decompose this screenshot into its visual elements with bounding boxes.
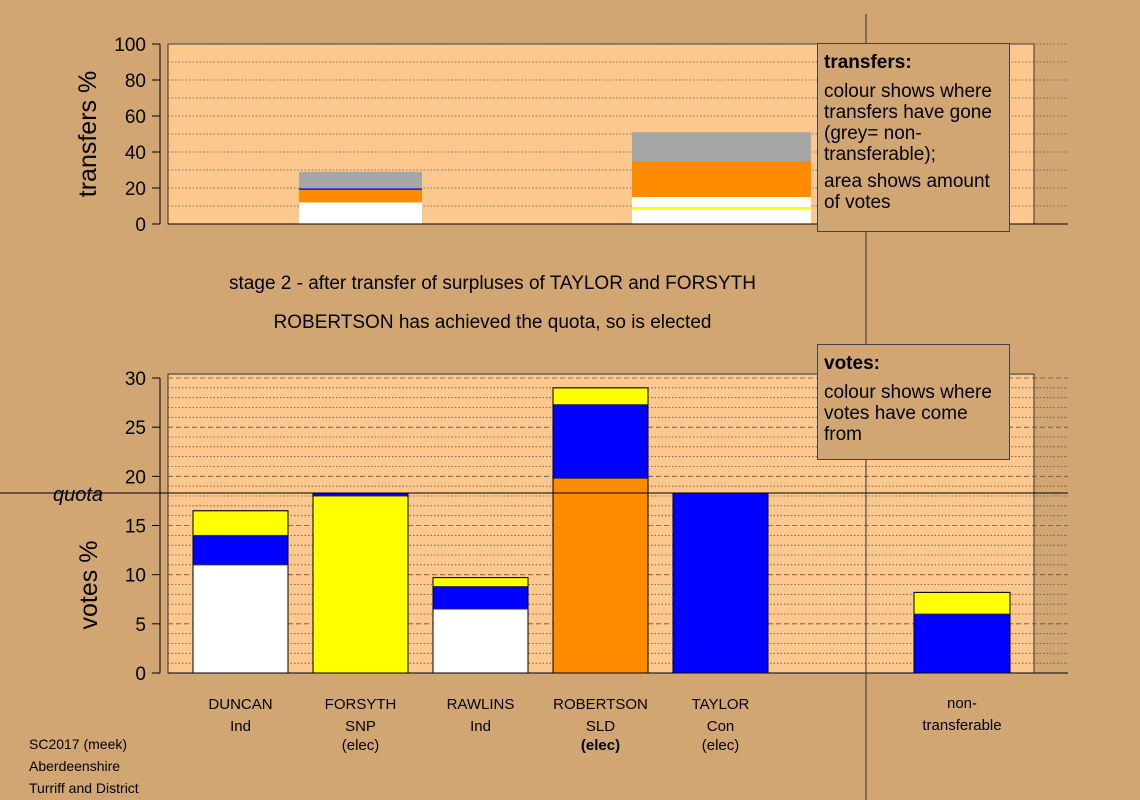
candidate-party-label: SLD	[586, 718, 615, 735]
candidate-party-label: Ind	[470, 718, 491, 735]
transfers-bar-segment	[632, 197, 811, 207]
votes-y-tick-label: 20	[125, 467, 146, 488]
non-transferable-bar-segment	[913, 591, 1011, 615]
votes-bar-segment	[432, 586, 529, 610]
candidate-name-label: ROBERTSON	[553, 696, 648, 713]
candidate-status-label: (elec)	[342, 737, 380, 754]
transfers-y-tick-label: 20	[125, 179, 146, 200]
candidate-status-label: (elec)	[581, 737, 620, 754]
transfers-bar-segment	[299, 188, 422, 190]
transfers-y-tick-label: 0	[135, 215, 146, 236]
candidate-name-label: TAYLOR	[692, 696, 750, 713]
candidate-name-label: DUNCAN	[208, 696, 272, 713]
transfers-legend-title: transfers:	[824, 52, 912, 73]
transfers-y-tick-label: 80	[125, 71, 146, 92]
transfers-y-tick-label: 100	[114, 35, 146, 56]
votes-legend-text: colour shows where votes have come from	[824, 382, 992, 445]
transfers-legend-text-1: colour shows where transfers have gone (…	[824, 81, 992, 165]
votes-y-tick-label: 0	[135, 664, 146, 685]
transfers-legend: transfers: colour shows where transfers …	[817, 43, 1010, 232]
votes-legend: votes: colour shows where votes have com…	[817, 344, 1010, 460]
transfers-bar-segment	[632, 206, 811, 210]
votes-bar-segment	[192, 510, 289, 536]
votes-bar-segment	[552, 477, 649, 674]
transfers-bar-segment	[632, 132, 811, 161]
footer-line-1: SC2017 (meek)	[29, 736, 128, 752]
transfers-y-tick-label: 60	[125, 107, 146, 128]
quota-label: quota	[53, 484, 103, 506]
transfers-y-axis-label: transfers %	[74, 71, 102, 197]
candidate-party-label: Con	[707, 718, 735, 735]
footer: SC2017 (meek) Aberdeenshire Turriff and …	[29, 733, 139, 799]
candidate-status-label: (elec)	[702, 737, 740, 754]
non-transferable-label: non-	[947, 695, 977, 712]
transfers-bar-segment	[299, 189, 422, 203]
votes-bar-segment	[552, 387, 649, 405]
votes-bar-segment	[672, 492, 769, 674]
votes-y-tick-label: 25	[125, 418, 146, 439]
non-transferable-label: transferable	[922, 717, 1001, 734]
votes-bar-segment	[552, 404, 649, 479]
votes-bar-segment	[192, 564, 289, 674]
transfers-y-tick-label: 40	[125, 143, 146, 164]
non-transferable-bar-segment	[913, 613, 1011, 674]
transfers-legend-text-2: area shows amount of votes	[824, 171, 990, 213]
transfers-bar-segment	[632, 161, 811, 197]
candidate-name-label: RAWLINS	[447, 696, 515, 713]
transfers-bar-segment	[632, 209, 811, 224]
footer-line-3: Turriff and District	[29, 780, 139, 796]
votes-legend-title: votes:	[824, 353, 880, 374]
candidate-name-label: FORSYTH	[325, 696, 397, 713]
votes-y-tick-label: 15	[125, 517, 146, 538]
votes-y-axis-label: votes %	[75, 541, 103, 630]
candidate-party-label: SNP	[345, 718, 376, 735]
votes-bar-segment	[192, 534, 289, 566]
votes-y-tick-label: 30	[125, 369, 146, 390]
transfers-bar-segment	[299, 171, 422, 189]
votes-y-tick-label: 5	[135, 615, 146, 636]
elected-text: ROBERTSON has achieved the quota, so is …	[273, 312, 712, 333]
votes-bar-segment	[312, 495, 409, 674]
transfers-bar-segment	[299, 202, 422, 224]
votes-y-tick-label: 10	[125, 566, 146, 587]
votes-bar-segment	[432, 577, 529, 587]
votes-bar-segment	[432, 608, 529, 674]
candidate-party-label: Ind	[230, 718, 251, 735]
stage-text: stage 2 - after transfer of surpluses of…	[229, 273, 756, 294]
footer-line-2: Aberdeenshire	[29, 758, 121, 774]
